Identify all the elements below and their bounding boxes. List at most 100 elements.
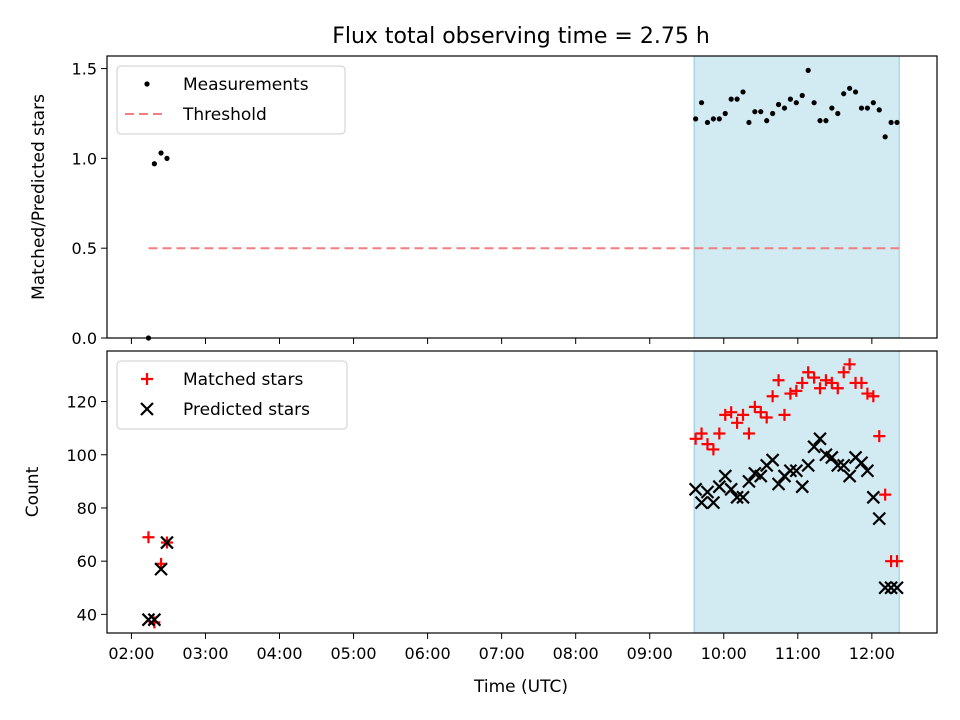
legend-box-0: [116, 65, 346, 135]
predicted-star-point: [813, 432, 827, 446]
y-tick-label-1-0: 40: [77, 605, 97, 624]
measurement-point: [823, 118, 829, 124]
predicted-star-point: [872, 511, 887, 526]
measurement-point: [758, 109, 764, 115]
measurement-point: [841, 91, 847, 97]
measurement-point: [787, 96, 793, 102]
matched-star-point: [784, 387, 797, 400]
predicted-star-point: [783, 463, 798, 478]
observing-span-0: [693, 55, 900, 339]
measurement-point: [835, 110, 841, 117]
y-tick-label-0-1: 0.5: [72, 239, 97, 258]
measurement-point: [811, 100, 817, 106]
measurement-point: [158, 150, 164, 156]
predicted-star-point: [154, 562, 168, 576]
measurement-point: [722, 110, 728, 117]
legend-label-0-1: Threshold: [182, 105, 267, 125]
measurement-point: [698, 100, 705, 106]
legend-label-0-0: Measurements: [183, 75, 309, 95]
predicted-star-point: [831, 458, 845, 473]
measurement-point: [793, 100, 799, 106]
matched-star-point: [725, 406, 738, 419]
measurement-point: [805, 67, 811, 73]
matched-star-point: [713, 427, 726, 440]
matched-star-point: [843, 358, 856, 371]
series-1-0: [142, 358, 904, 629]
matched-star-point: [814, 382, 827, 395]
measurement-point: [693, 116, 699, 122]
matched-star-point: [825, 376, 838, 389]
measurement-point: [870, 100, 876, 106]
x-tick-label-8: 10:00: [701, 644, 747, 663]
y-tick-label-1-4: 120: [66, 393, 97, 412]
y-tick-label-1-2: 80: [77, 499, 97, 518]
measurement-point: [847, 85, 853, 91]
matched-star-point: [873, 430, 886, 443]
measurement-point: [716, 116, 722, 122]
x-tick-label-6: 08:00: [553, 644, 599, 663]
matched-star-point: [879, 488, 892, 501]
measurement-point: [876, 107, 882, 113]
predicted-star-point: [730, 490, 744, 505]
x-tick-label-2: 04:00: [256, 644, 302, 663]
chart-title: Flux total observing time = 2.75 h: [332, 24, 710, 49]
predicted-star-point: [890, 580, 904, 595]
measurement-point: [882, 134, 888, 140]
predicted-star-point: [742, 474, 756, 489]
series-0-0: [145, 67, 900, 341]
measurement-point: [164, 155, 170, 161]
predicted-star-point: [860, 463, 875, 478]
measurement-point: [710, 116, 716, 122]
predicted-star-point: [884, 580, 898, 595]
measurement-point: [740, 89, 746, 95]
predicted-star-point: [754, 469, 768, 483]
predicted-star-point: [718, 469, 733, 483]
measurement-point: [704, 119, 711, 126]
matched-star-point: [831, 382, 844, 395]
matched-star-point: [766, 390, 779, 403]
measurement-point: [734, 96, 740, 102]
predicted-star-point: [836, 458, 851, 473]
matched-star-point: [790, 384, 803, 397]
legend-label-1-0: Matched stars: [183, 370, 303, 390]
matched-star-point: [819, 374, 832, 387]
predicted-star-point: [795, 479, 810, 494]
x-tick-label-9: 11:00: [775, 644, 821, 663]
predicted-star-point: [866, 490, 881, 505]
predicted-star-point: [771, 477, 786, 491]
matched-star-point: [891, 555, 904, 568]
measurement-point: [799, 92, 805, 99]
predicted-star-point: [878, 580, 892, 595]
matched-star-point: [731, 416, 744, 429]
matched-star-point: [754, 406, 767, 419]
matched-star-point: [142, 531, 155, 544]
measurement-point: [852, 89, 859, 95]
series-1-1: [141, 432, 904, 627]
panel-1: 40 60 80 100 120 02:00 03:00 04:00 05:00 06:00 07:…: [66, 350, 938, 663]
matched-star-point: [737, 408, 750, 421]
matched-star-point: [760, 411, 773, 424]
legend-marker-matched: [141, 373, 153, 385]
x-tick-label-5: 07:00: [479, 644, 525, 663]
matched-star-point: [772, 374, 785, 387]
predicted-star-point: [736, 490, 750, 505]
matched-star-point: [742, 427, 755, 440]
measurement-point: [894, 119, 900, 126]
x-tick-label-3: 05:00: [331, 644, 377, 663]
predicted-star-point: [706, 495, 721, 510]
y-tick-label-0-3: 1.5: [72, 60, 97, 79]
predicted-star-point: [694, 495, 709, 510]
matched-star-point: [861, 387, 874, 400]
matched-star-point: [719, 408, 732, 421]
measurement-point: [752, 109, 758, 115]
matched-star-point: [867, 390, 880, 403]
x-tick-label-7: 09:00: [627, 644, 673, 663]
measurement-point: [746, 119, 752, 126]
predicted-star-point: [801, 458, 815, 473]
top-y-axis-label: Matched/Predicted stars: [29, 94, 49, 300]
x-tick-label-0: 02:00: [108, 644, 154, 663]
predicted-star-point: [765, 453, 780, 467]
x-tick-label-1: 03:00: [182, 644, 228, 663]
x-axis-label: Time (UTC): [473, 677, 568, 697]
legend-marker-measurements: [144, 81, 150, 87]
